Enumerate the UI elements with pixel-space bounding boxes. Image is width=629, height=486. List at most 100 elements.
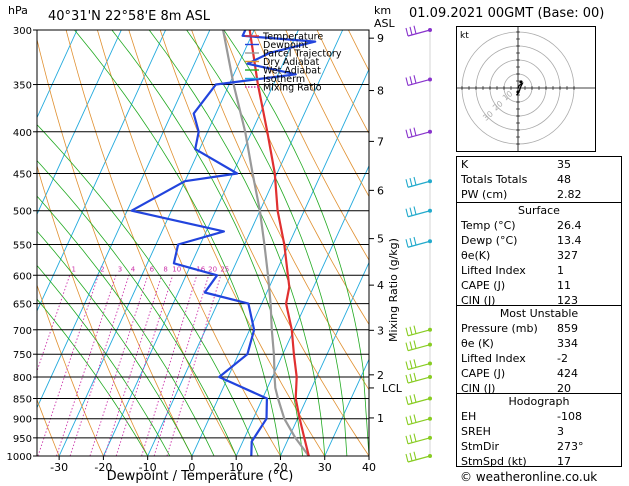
stat-label: EH <box>461 410 477 423</box>
wind-barb-flag <box>405 27 409 37</box>
stat-value: 13.4 <box>557 234 582 247</box>
wet-adiabat-line <box>186 30 348 456</box>
pressure-tick-label: 700 <box>13 326 32 337</box>
panel-title: Hodograph <box>508 395 570 408</box>
altitude-tick-label: 7 <box>377 135 384 148</box>
mixing-ratio-line <box>56 275 117 456</box>
wind-barb-flag <box>409 341 413 350</box>
isotherm-line <box>58 30 255 456</box>
stat-row: CIN (J) 20 <box>457 381 621 396</box>
wind-barb-flag <box>405 327 409 336</box>
wind-barb-flag <box>405 396 409 405</box>
mixing-ratio-label: 1 <box>71 265 75 273</box>
wind-barb-flag <box>405 208 409 217</box>
wet-adiabat-line <box>74 30 281 456</box>
altitude-tick-label: 2 <box>377 369 384 382</box>
panel-title: Most Unstable <box>499 307 579 320</box>
stat-row: EH -108 <box>457 409 621 424</box>
temperature-tick-label: 0 <box>188 461 195 474</box>
dry-adiabat-line <box>253 30 369 261</box>
pressure-tick-label: 850 <box>13 394 32 405</box>
wind-barb-staff <box>407 240 431 248</box>
km-axis-label: km ASL <box>374 4 396 30</box>
pressure-tick-label: 550 <box>13 240 32 251</box>
mixing-ratio-label: 16 <box>196 265 205 273</box>
wind-barb-flag <box>409 415 413 424</box>
wind-barb-flag <box>413 451 417 460</box>
wind-barb-flag <box>413 359 417 368</box>
isotherm-line <box>37 30 122 216</box>
stat-label: PW (cm) <box>461 188 508 201</box>
dry-adiabat-line <box>285 30 369 198</box>
indices-panel: K 35 Totals Totals 48 PW (cm) 2.82 <box>456 156 622 206</box>
stat-label: K <box>461 158 469 171</box>
wind-barb-flag <box>409 26 413 36</box>
stat-row: Lifted Index 1 <box>457 263 621 278</box>
wind-barb-flag <box>405 77 409 86</box>
legend-entry: Dewpoint <box>263 40 308 51</box>
stat-row: PW (cm) 2.82 <box>457 187 621 202</box>
pressure-tick-label: 600 <box>13 271 32 282</box>
legend-entry: Temperature <box>262 32 323 43</box>
wind-barb-flag <box>405 361 409 370</box>
stat-value: 1 <box>557 264 564 277</box>
hodograph-unit-label: kt <box>460 31 469 41</box>
stat-value: 123 <box>557 294 578 307</box>
most-unstable-panel: Most Unstable Pressure (mb) 859 θe (K) 334 Li… <box>456 305 622 396</box>
pressure-tick-label: 750 <box>13 350 32 361</box>
wind-barb-flag <box>413 127 417 136</box>
wind-barb-flag <box>413 206 417 215</box>
mixing-ratio-label: 10 <box>172 265 181 273</box>
wind-barb-staff <box>407 418 431 426</box>
wind-barb-staff <box>407 180 431 188</box>
mixing-ratio-line <box>37 275 71 373</box>
dry-adiabat-line <box>37 398 60 456</box>
wind-barb-flag <box>413 75 417 84</box>
wind-barb-flag <box>405 374 409 384</box>
altitude-tick-label: 1 <box>377 412 384 425</box>
temperature-tick-label: 10 <box>229 461 243 474</box>
altitude-tick-label: 5 <box>377 233 384 246</box>
stat-row: CIN (J) 123 <box>457 293 621 308</box>
wind-barb-staff <box>407 362 431 371</box>
wind-barb-flag <box>413 394 417 403</box>
stat-label: Totals Totals <box>461 173 528 186</box>
stat-value: 3 <box>557 425 564 438</box>
stat-label: StmSpd (kt) <box>461 455 527 468</box>
stat-value: 26.4 <box>557 219 582 232</box>
wind-barb-flag <box>409 178 413 187</box>
temperature-line <box>248 30 310 456</box>
stat-row: Totals Totals 48 <box>457 172 621 187</box>
dry-adiabat-line <box>37 37 193 456</box>
stat-label: CAPE (J) <box>461 367 506 380</box>
wind-barb-flag <box>413 414 417 423</box>
mixing-ratio-line <box>69 275 130 456</box>
wind-barb-flag <box>413 433 417 442</box>
dewpoint-line <box>130 30 317 456</box>
temperature-tick-label: -30 <box>50 461 68 474</box>
wind-barb-flag <box>409 395 413 404</box>
pressure-tick-label: 350 <box>13 81 32 92</box>
stat-row: θe(K) 327 <box>457 248 621 263</box>
wind-barb-flag <box>405 435 409 444</box>
mixing-ratio-line <box>89 275 149 456</box>
stat-label: Pressure (mb) <box>461 322 538 335</box>
stat-row: CAPE (J) 424 <box>457 366 621 381</box>
stat-value: 859 <box>557 322 578 335</box>
stat-label: Temp (°C) <box>461 219 516 232</box>
isotherm-line <box>37 30 211 409</box>
wind-barb-flag <box>405 129 409 138</box>
wind-barb-flag <box>409 207 413 216</box>
legend-entry: Parcel Trajectory <box>263 49 342 60</box>
wind-barb-staff <box>407 397 431 406</box>
wind-barb-flag <box>405 342 409 351</box>
temperature-tick-label: 40 <box>362 461 376 474</box>
mixing-ratio-label: 4 <box>131 265 136 273</box>
stat-label: StmDir <box>461 440 500 453</box>
wind-barb-flag <box>405 416 409 425</box>
lcl-label: LCL <box>382 382 403 395</box>
wind-barb-flag <box>413 340 417 349</box>
pressure-tick-label: 300 <box>13 26 32 37</box>
